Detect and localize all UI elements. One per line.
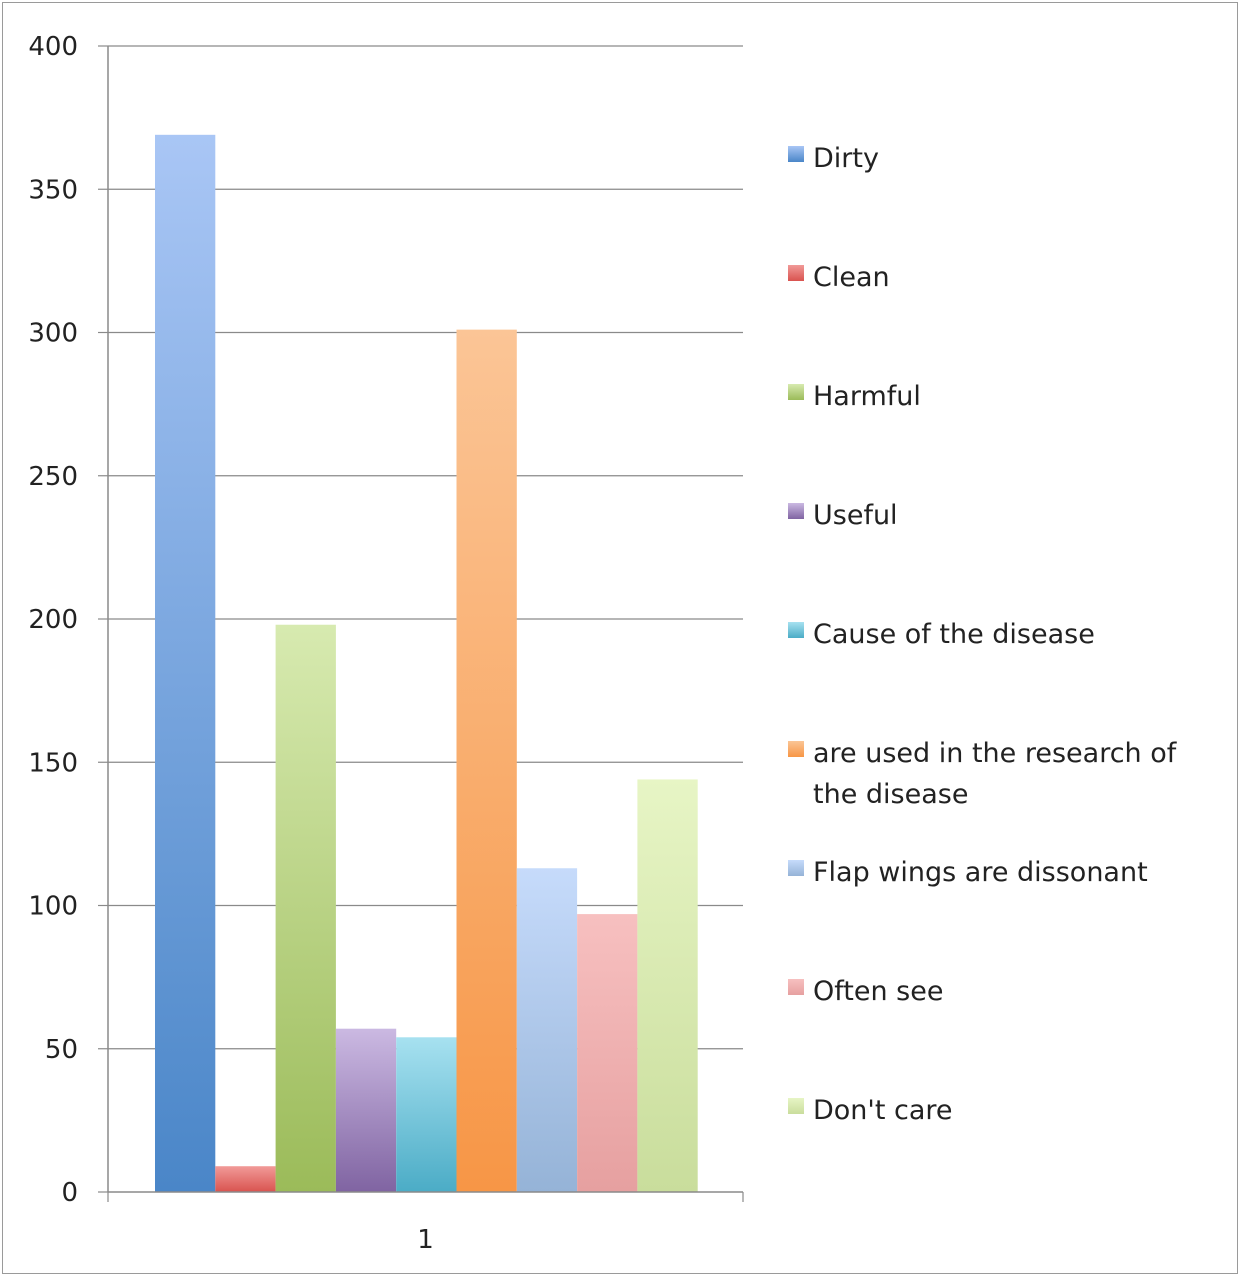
- legend-label: Dirty: [813, 143, 879, 174]
- legend-item: Harmful: [788, 381, 921, 412]
- legend-swatch: [788, 146, 804, 162]
- bar-clean: [215, 1166, 276, 1192]
- legend-label: Clean: [813, 262, 890, 293]
- legend-item: are used in the research of the disease: [788, 738, 1178, 810]
- legend-swatch: [788, 860, 804, 876]
- legend-item: Flap wings are dissonant: [788, 857, 1148, 888]
- y-tick-label: 100: [28, 892, 78, 922]
- y-tick-label: 50: [45, 1035, 78, 1065]
- legend-item: Useful: [788, 500, 898, 531]
- legend-label: Useful: [813, 500, 898, 531]
- axes: [98, 45, 744, 1202]
- legend-swatch: [788, 384, 804, 400]
- bar-dirty: [155, 134, 216, 1193]
- bar-flap-wings-are-dissonant: [516, 868, 578, 1192]
- y-tick-label: 150: [28, 748, 78, 778]
- x-tick-labels: 1: [417, 1225, 434, 1255]
- bar-useful: [335, 1028, 397, 1192]
- legend-swatch: [788, 741, 804, 757]
- legend-label: Flap wings are dissonant: [813, 857, 1148, 888]
- y-tick-label: 200: [28, 605, 78, 635]
- legend-swatch: [788, 622, 804, 638]
- legend-swatch: [788, 979, 804, 995]
- y-tick-labels: 0 50 100 150 200 250 300 350 400: [28, 32, 78, 1208]
- legend-label: Don't care: [813, 1095, 953, 1126]
- legend-item: Often see: [788, 976, 943, 1007]
- legend-label: Often see: [813, 976, 943, 1007]
- legend-label: Harmful: [813, 381, 921, 412]
- bars: [155, 134, 698, 1193]
- legend-item: Clean: [788, 262, 890, 293]
- y-tick-label: 350: [28, 175, 78, 205]
- legend-item: Dirty: [788, 143, 879, 174]
- legend-item: Cause of the disease: [788, 619, 1095, 650]
- bar-cause-of-the-disease: [396, 1037, 457, 1192]
- legend: Dirty Clean Harmful Useful Cause of the dise…: [788, 143, 1178, 1126]
- legend-swatch: [788, 1098, 804, 1114]
- legend-item: Don't care: [788, 1095, 953, 1126]
- bar-are-used-in-the-research-of-the-disease: [456, 329, 517, 1192]
- bar-don-t-care: [637, 779, 698, 1192]
- x-tick-label: 1: [417, 1225, 434, 1255]
- legend-label: Cause of the disease: [813, 619, 1095, 650]
- y-tick-label: 400: [28, 32, 78, 62]
- legend-label: are used in the research of the disease: [813, 738, 1178, 810]
- legend-swatch: [788, 265, 804, 281]
- y-tick-label: 250: [28, 462, 78, 492]
- legend-swatch: [788, 503, 804, 519]
- y-tick-label: 300: [28, 319, 78, 349]
- y-tick-label: 0: [61, 1178, 78, 1208]
- bar-often-see: [577, 914, 638, 1192]
- bar-harmful: [275, 624, 336, 1192]
